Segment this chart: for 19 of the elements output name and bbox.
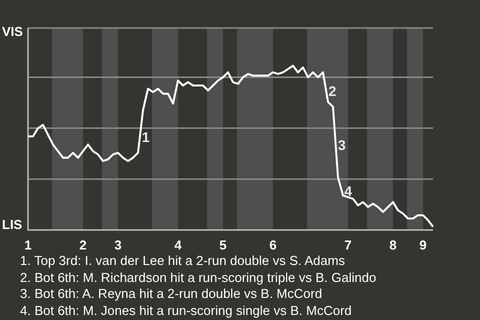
annotation: 2 [328,82,336,99]
text: LIS [2,217,23,232]
x-tick-label: 9 [419,237,427,252]
x-tick-label: 3 [114,237,122,252]
text: 3. Bot 6th: A. Reyna hit a 2-run double vs B. McCord [20,286,324,303]
x-tick-label: 2 [79,237,87,252]
x-tick-label: 5 [219,237,227,252]
annotation: 4 [344,183,352,200]
x-tick-label: 6 [269,237,277,252]
text: 2. Bot 6th: M. Richardson hit a run-scoring triple vs B. Galindo [20,270,376,286]
x-tick-label: 7 [344,237,352,252]
text: VIS [2,24,24,40]
x-tick-label: 1 [24,237,32,252]
annotation: 1 [142,128,150,145]
text: 1. Top 3rd: I. van der Lee hit a 2-run double vs S. Adams [20,253,346,270]
x-tick-label: 8 [389,237,397,252]
x-tick-label: 4 [174,237,182,252]
text: 4. Bot 6th: M. Jones hit a run-scoring single vs B. McCord [20,302,353,320]
annotation: 3 [338,137,346,154]
